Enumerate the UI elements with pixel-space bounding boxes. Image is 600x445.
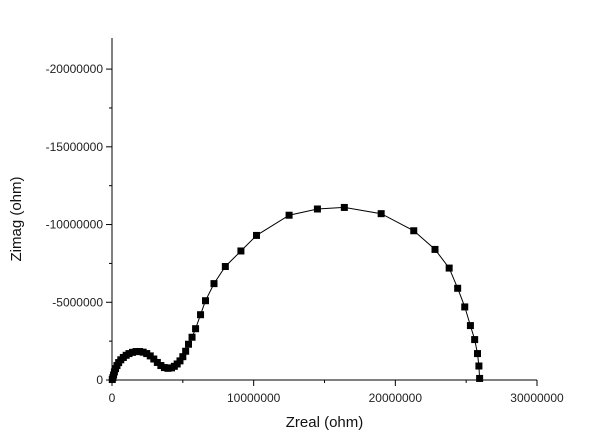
data-point — [210, 280, 218, 288]
data-point — [471, 336, 479, 344]
y-tick-label: -15000000 — [46, 140, 104, 154]
data-point — [188, 333, 196, 341]
series-line-group — [111, 206, 481, 380]
data-point — [146, 352, 154, 360]
data-point — [182, 347, 190, 355]
data-point — [476, 374, 484, 382]
data-point — [136, 348, 144, 356]
data-point — [410, 227, 418, 235]
data-point — [197, 311, 205, 319]
y-tick-label: -20000000 — [46, 62, 104, 76]
data-point — [445, 264, 453, 272]
x-ticks: 0 10000000 20000000 30000000 — [109, 380, 564, 405]
data-point — [253, 231, 260, 239]
data-point — [377, 210, 385, 218]
data-point — [139, 348, 147, 356]
data-point — [185, 340, 192, 348]
y-ticks: 0 -5000000 -10000000 -15000000 -20000000 — [46, 62, 112, 387]
data-point — [132, 348, 140, 356]
data-point — [176, 357, 184, 365]
data-point — [150, 355, 158, 363]
data-point — [153, 358, 161, 366]
y-tick-label: 0 — [96, 373, 103, 387]
data-point — [125, 350, 133, 358]
x-axis-title: Zreal (ohm) — [286, 414, 364, 431]
data-point — [202, 297, 209, 305]
series-line — [111, 206, 481, 380]
data-point — [129, 348, 137, 356]
data-point — [285, 211, 293, 219]
data-point — [237, 247, 245, 255]
data-point — [221, 263, 229, 271]
data-point — [179, 353, 187, 361]
x-tick-label: 10000000 — [227, 391, 281, 405]
data-point — [164, 364, 172, 372]
data-point — [160, 364, 168, 372]
data-point — [313, 205, 321, 213]
series-points — [108, 203, 484, 384]
data-point — [474, 350, 481, 358]
data-point — [143, 350, 151, 358]
y-axis-title: Zimag (ohm) — [8, 176, 25, 261]
x-tick-label: 20000000 — [369, 391, 423, 405]
x-tick-label: 0 — [109, 391, 116, 405]
x-tick-label: 30000000 — [510, 391, 564, 405]
data-point — [157, 362, 165, 370]
data-point — [192, 325, 200, 333]
data-point — [461, 303, 469, 311]
data-point — [454, 284, 462, 292]
data-point — [475, 362, 483, 370]
data-point — [466, 322, 474, 330]
data-point — [340, 203, 348, 211]
data-point — [431, 245, 439, 253]
y-tick-label: -5000000 — [52, 295, 103, 309]
y-tick-label: -10000000 — [46, 218, 104, 232]
